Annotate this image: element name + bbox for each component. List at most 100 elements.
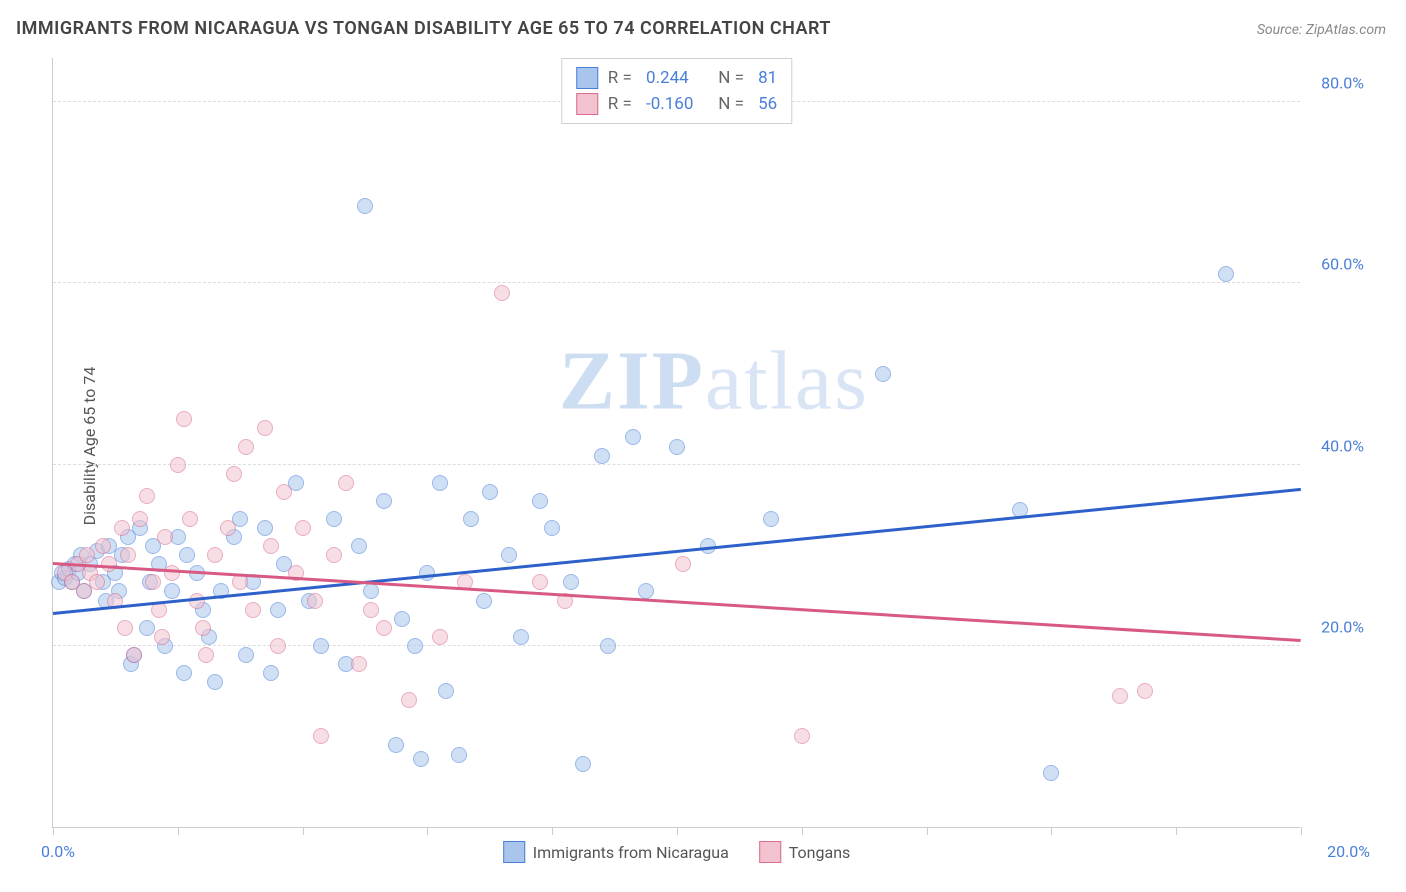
data-point (126, 647, 142, 663)
data-point (220, 520, 236, 536)
r-label: R = (608, 68, 636, 88)
data-point (307, 593, 323, 609)
data-point (625, 429, 641, 445)
data-point (763, 511, 779, 527)
legend-label: Tongans (789, 843, 851, 862)
data-point (154, 629, 170, 645)
data-point (363, 602, 379, 618)
x-tick (178, 827, 179, 835)
x-tick (927, 827, 928, 835)
r-value-series-1: 0.244 (646, 68, 704, 88)
data-point (164, 583, 180, 599)
data-point (675, 556, 691, 572)
data-point (544, 520, 560, 536)
x-tick (53, 827, 54, 835)
y-tick-label: 20.0% (1321, 617, 1364, 636)
data-point (157, 529, 173, 545)
n-value-series-1: 81 (758, 68, 777, 88)
data-point (95, 538, 111, 554)
trend-line (53, 562, 1301, 641)
legend-item-series-1: Immigrants from Nicaragua (503, 841, 729, 863)
legend-item-series-2: Tongans (759, 841, 851, 863)
data-point (176, 665, 192, 681)
x-tick (303, 827, 304, 835)
data-point (794, 728, 810, 744)
data-point (451, 747, 467, 763)
data-point (563, 574, 579, 590)
data-point (638, 583, 654, 599)
x-tick (427, 827, 428, 835)
data-point (463, 511, 479, 527)
data-point (117, 620, 133, 636)
x-tick (802, 827, 803, 835)
x-tick (1051, 827, 1052, 835)
x-tick (1301, 827, 1302, 835)
data-point (376, 493, 392, 509)
watermark: ZIPatlas (559, 332, 869, 429)
data-point (270, 602, 286, 618)
swatch-series-2 (576, 93, 598, 115)
x-tick (677, 827, 678, 835)
data-point (875, 366, 891, 382)
data-point (532, 493, 548, 509)
data-point (1137, 683, 1153, 699)
data-point (182, 511, 198, 527)
swatch-series-1 (503, 841, 525, 863)
swatch-series-2 (759, 841, 781, 863)
data-point (238, 439, 254, 455)
swatch-series-1 (576, 67, 598, 89)
data-point (494, 285, 510, 301)
x-tick (1176, 827, 1177, 835)
data-point (232, 574, 248, 590)
data-point (198, 647, 214, 663)
data-point (276, 484, 292, 500)
gridline (53, 464, 1300, 465)
y-tick-label: 60.0% (1321, 255, 1364, 274)
data-point (263, 538, 279, 554)
data-point (351, 656, 367, 672)
r-label: R = (608, 94, 636, 114)
data-point (257, 520, 273, 536)
gridline (53, 645, 1300, 646)
legend-label: Immigrants from Nicaragua (533, 843, 729, 862)
plot-area: ZIPatlas R = 0.244 N = 81 R = -0.160 N =… (52, 58, 1300, 828)
data-point (139, 620, 155, 636)
stats-row-series-1: R = 0.244 N = 81 (576, 65, 777, 91)
data-point (357, 198, 373, 214)
x-tick (552, 827, 553, 835)
data-point (1112, 688, 1128, 704)
data-point (513, 629, 529, 645)
data-point (501, 547, 517, 563)
y-tick-label: 80.0% (1321, 74, 1364, 93)
r-value-series-2: -0.160 (646, 94, 704, 114)
data-point (413, 751, 429, 767)
data-point (270, 638, 286, 654)
stats-row-series-2: R = -0.160 N = 56 (576, 91, 777, 117)
data-point (363, 583, 379, 599)
data-point (114, 520, 130, 536)
data-point (532, 574, 548, 590)
data-point (120, 547, 136, 563)
data-point (179, 547, 195, 563)
data-point (388, 737, 404, 753)
stats-legend: R = 0.244 N = 81 R = -0.160 N = 56 (561, 58, 792, 124)
data-point (238, 647, 254, 663)
data-point (482, 484, 498, 500)
n-value-series-2: 56 (758, 94, 777, 114)
data-point (600, 638, 616, 654)
x-axis-max-label: 20.0% (1327, 842, 1370, 861)
data-point (245, 602, 261, 618)
data-point (376, 620, 392, 636)
data-point (263, 665, 279, 681)
data-point (407, 638, 423, 654)
data-point (313, 638, 329, 654)
source-attribution: Source: ZipAtlas.com (1257, 22, 1386, 38)
data-point (338, 475, 354, 491)
x-axis-min-label: 0.0% (41, 842, 75, 861)
data-point (594, 448, 610, 464)
data-point (257, 420, 273, 436)
n-label: N = (714, 68, 748, 88)
data-point (476, 593, 492, 609)
data-point (669, 439, 685, 455)
data-point (89, 574, 105, 590)
